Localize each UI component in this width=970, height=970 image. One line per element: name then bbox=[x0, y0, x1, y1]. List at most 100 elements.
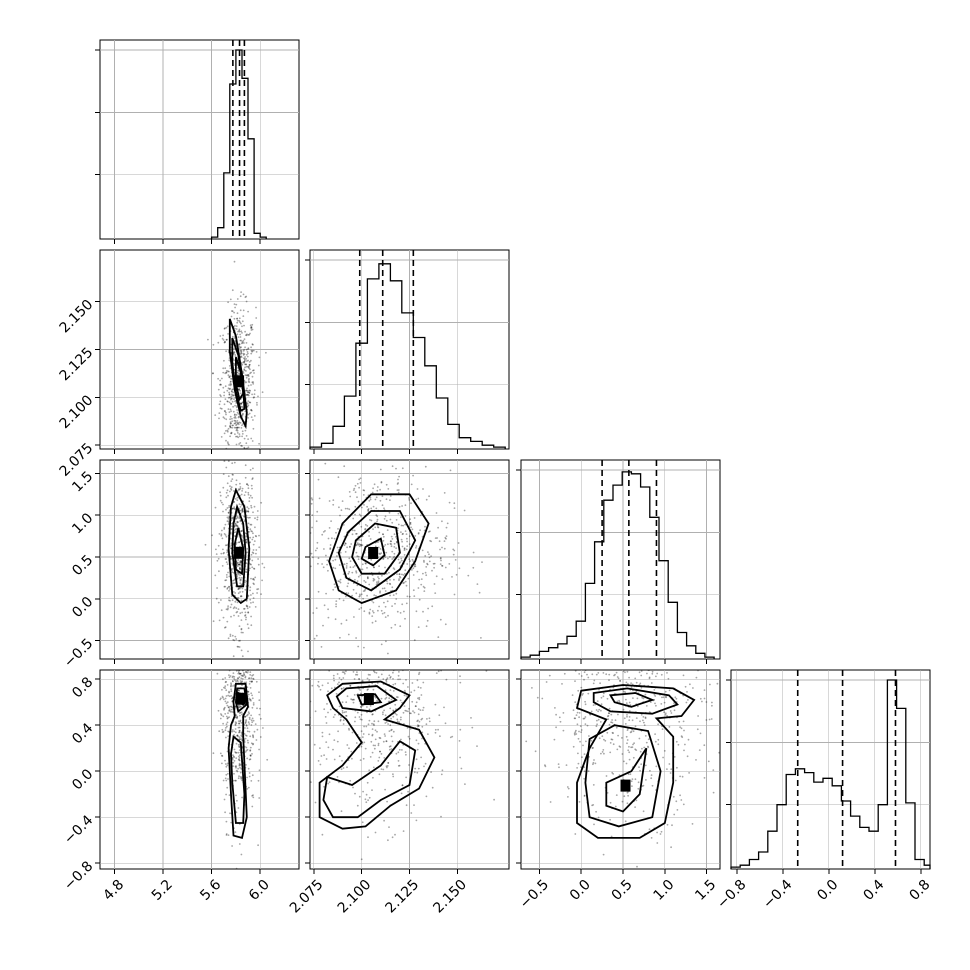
scatter-point bbox=[367, 673, 370, 676]
scatter-point bbox=[223, 417, 226, 420]
y-tick-label-1-2: 2.125 bbox=[57, 345, 97, 385]
scatter-point bbox=[233, 260, 236, 263]
scatter-point bbox=[359, 689, 361, 691]
scatter-point bbox=[250, 504, 253, 507]
scatter-point bbox=[593, 759, 595, 761]
scatter-point bbox=[249, 671, 252, 673]
contour-3-2-3 bbox=[608, 692, 655, 708]
scatter-point bbox=[250, 523, 253, 526]
scatter-point bbox=[317, 760, 320, 762]
scatter-point bbox=[427, 531, 430, 533]
scatter-point bbox=[631, 728, 633, 731]
scatter-point bbox=[444, 623, 447, 626]
scatter-point bbox=[668, 726, 671, 728]
scatter-point bbox=[648, 664, 650, 666]
scatter-point bbox=[315, 634, 318, 637]
scatter-point bbox=[437, 526, 439, 529]
scatter-point bbox=[662, 756, 664, 759]
scatter-point bbox=[243, 437, 246, 440]
scatter-point bbox=[592, 804, 595, 806]
scatter-point bbox=[654, 733, 656, 735]
scatter-point bbox=[653, 662, 655, 664]
scatter-point bbox=[237, 608, 240, 610]
scatter-point bbox=[339, 636, 341, 639]
scatter-point bbox=[247, 786, 250, 789]
scatter-point bbox=[236, 577, 239, 580]
y-tick-label-3-2: 0.0 bbox=[69, 766, 96, 793]
scatter-point bbox=[257, 563, 260, 566]
scatter-point bbox=[427, 733, 429, 735]
scatter-point bbox=[364, 581, 367, 584]
scatter-point bbox=[351, 757, 353, 760]
scatter-point bbox=[344, 542, 347, 545]
scatter-point bbox=[301, 755, 303, 757]
scatter-point bbox=[342, 677, 345, 679]
scatter-point bbox=[222, 616, 225, 619]
contour-3-1-2 bbox=[322, 740, 417, 819]
scatter-point bbox=[232, 579, 235, 582]
scatter-point bbox=[628, 758, 631, 761]
scatter-point bbox=[231, 660, 233, 662]
panel-grid-3-1 bbox=[305, 670, 509, 874]
scatter-point bbox=[228, 596, 231, 599]
scatter-point bbox=[389, 724, 392, 727]
scatter-point bbox=[227, 454, 229, 456]
scatter-point bbox=[231, 507, 234, 510]
scatter-point bbox=[664, 690, 667, 693]
scatter-point bbox=[248, 723, 251, 725]
scatter-point bbox=[406, 540, 408, 543]
scatter-point bbox=[393, 578, 395, 581]
x-tick-label-3-1: −0.4 bbox=[760, 877, 795, 912]
scatter-point bbox=[248, 391, 251, 394]
scatter-point bbox=[246, 739, 249, 742]
scatter-point bbox=[310, 502, 313, 505]
scatter-point bbox=[230, 665, 232, 667]
scatter-point bbox=[238, 730, 241, 732]
scatter-point bbox=[239, 661, 241, 663]
scatter-point bbox=[250, 371, 253, 374]
scatter-point bbox=[607, 712, 610, 715]
scatter-point bbox=[244, 429, 247, 432]
scatter-point bbox=[383, 587, 386, 590]
scatter-point bbox=[448, 501, 451, 504]
scatter-point bbox=[348, 491, 351, 493]
scatter-point bbox=[234, 355, 237, 358]
scatter-point bbox=[223, 585, 226, 588]
scatter-point bbox=[400, 559, 403, 562]
scatter-point bbox=[227, 772, 229, 775]
scatter-point bbox=[238, 722, 241, 725]
y-tick-label-3-1: −0.4 bbox=[61, 812, 96, 847]
scatter-point bbox=[251, 323, 254, 326]
scatter-point bbox=[235, 421, 237, 423]
scatter-point bbox=[239, 595, 242, 598]
scatter-point bbox=[248, 775, 251, 778]
scatter-point bbox=[645, 741, 648, 744]
scatter-point bbox=[236, 319, 239, 322]
scatter-point bbox=[216, 587, 219, 589]
scatter-point bbox=[253, 415, 256, 417]
scatter-point bbox=[420, 667, 422, 669]
scatter-point bbox=[231, 676, 234, 679]
scatter-point bbox=[628, 719, 631, 722]
scatter-point bbox=[393, 555, 396, 558]
scatter-point bbox=[656, 672, 659, 675]
scatter-point bbox=[422, 709, 424, 711]
scatter-point bbox=[370, 507, 373, 510]
scatter-point bbox=[312, 556, 314, 559]
scatter-point bbox=[613, 674, 615, 677]
scatter-point bbox=[680, 727, 683, 730]
scatter-point bbox=[356, 671, 358, 673]
scatter-point bbox=[243, 381, 246, 384]
scatter-point bbox=[226, 576, 228, 578]
scatter-point bbox=[336, 776, 339, 778]
scatter-point bbox=[412, 710, 414, 712]
scatter-point bbox=[326, 703, 328, 705]
scatter-point bbox=[618, 699, 620, 702]
scatter-point bbox=[578, 730, 580, 733]
scatter-point bbox=[220, 534, 223, 537]
scatter-point bbox=[419, 687, 422, 689]
scatter-point bbox=[439, 735, 441, 738]
scatter-point bbox=[409, 522, 412, 524]
scatter-point bbox=[423, 559, 425, 562]
scatter-point bbox=[424, 465, 427, 468]
